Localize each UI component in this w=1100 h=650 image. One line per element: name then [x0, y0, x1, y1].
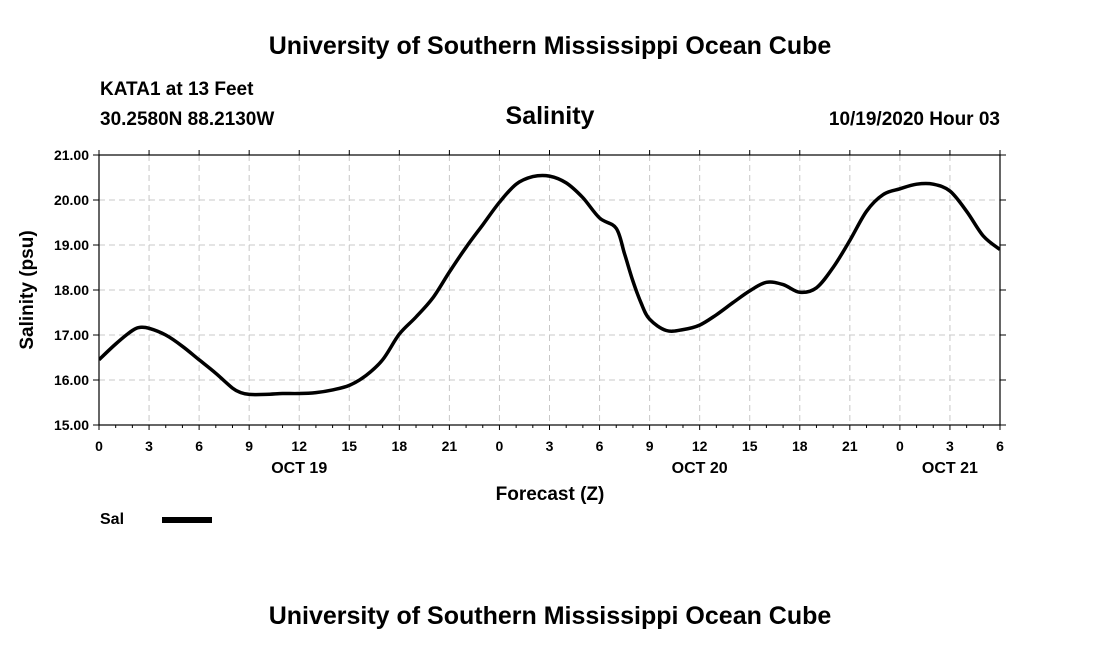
x-tick-label: 3 [946, 438, 954, 454]
date-label: OCT 19 [271, 460, 327, 477]
y-tick-label: 21.00 [54, 147, 89, 163]
y-tick-label: 15.00 [54, 417, 89, 433]
run-time-label: 10/19/2020 Hour 03 [829, 109, 1000, 130]
y-tick-label: 20.00 [54, 192, 89, 208]
y-tick-label: 18.00 [54, 282, 89, 298]
y-axis-label: Salinity (psu) [17, 230, 38, 349]
x-tick-label: 12 [692, 438, 708, 454]
location-label: 30.2580N 88.2130W [100, 109, 274, 130]
y-axis-ticks: 15.00 16.00 17.00 18.00 19.00 20.00 21.00 [54, 147, 1006, 433]
plot-frame [98, 154, 1001, 426]
x-tick-label: 18 [792, 438, 808, 454]
x-tick-label: 9 [245, 438, 253, 454]
legend: Sal [100, 511, 212, 528]
x-tick-label: 6 [195, 438, 203, 454]
date-label: OCT 21 [922, 460, 978, 477]
x-tick-label: 21 [842, 438, 858, 454]
x-tick-label: 0 [95, 438, 103, 454]
date-label: OCT 20 [672, 460, 728, 477]
x-tick-label: 6 [596, 438, 604, 454]
x-tick-label: 0 [896, 438, 904, 454]
x-tick-label: 21 [442, 438, 458, 454]
y-tick-label: 16.00 [54, 372, 89, 388]
x-tick-label: 6 [996, 438, 1004, 454]
series-group [99, 173, 1000, 397]
x-tick-label: 12 [291, 438, 307, 454]
x-tick-label: 15 [742, 438, 758, 454]
x-tick-label: 3 [546, 438, 554, 454]
x-axis-label: Forecast (Z) [496, 484, 605, 505]
series-line-sal [99, 173, 1000, 397]
x-tick-label: 18 [392, 438, 408, 454]
variable-title: Salinity [506, 102, 595, 130]
footer-title: University of Southern Mississippi Ocean… [269, 602, 832, 630]
x-tick-label: 9 [646, 438, 654, 454]
page-title: University of Southern Mississippi Ocean… [269, 32, 832, 60]
x-tick-label: 3 [145, 438, 153, 454]
legend-label: Sal [100, 511, 124, 528]
station-label: KATA1 at 13 Feet [100, 79, 254, 100]
x-tick-label: 0 [496, 438, 504, 454]
date-labels: OCT 19 OCT 20 OCT 21 [271, 460, 978, 477]
grid-lines [99, 155, 1000, 425]
y-tick-label: 17.00 [54, 327, 89, 343]
x-tick-label: 15 [341, 438, 357, 454]
y-tick-label: 19.00 [54, 237, 89, 253]
